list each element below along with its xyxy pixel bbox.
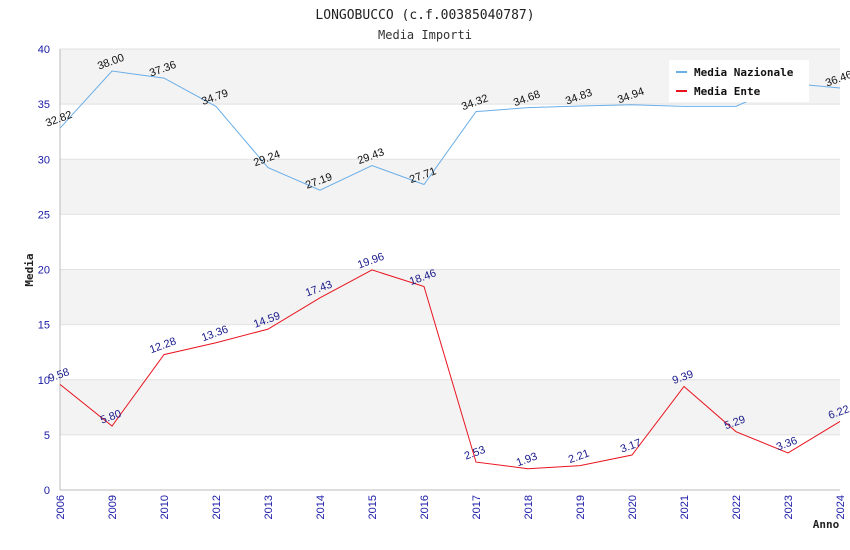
x-tick-label: 2013 xyxy=(263,495,275,519)
y-tick-label: 35 xyxy=(38,99,50,111)
grid-band xyxy=(60,379,840,435)
x-tick-label: 2020 xyxy=(627,495,639,519)
x-axis-label: Anno xyxy=(813,518,840,531)
y-tick-label: 5 xyxy=(44,430,50,442)
x-tick-label: 2012 xyxy=(211,495,223,519)
y-tick-label: 40 xyxy=(38,44,50,56)
y-tick-label: 15 xyxy=(38,320,50,332)
grid-bands xyxy=(60,48,840,491)
grid-band xyxy=(60,434,840,490)
legend-entry: Media Ente xyxy=(694,85,761,98)
x-tick-label: 2017 xyxy=(471,495,483,519)
x-tick-label: 2006 xyxy=(55,495,67,519)
grid-band xyxy=(60,324,840,380)
y-tick-label: 10 xyxy=(38,375,50,387)
chart-title: LONGOBUCCO (c.f.00385040787) xyxy=(315,8,534,23)
series-line-media-ente xyxy=(59,269,841,470)
series-line-media-nazionale xyxy=(59,70,841,191)
x-tick-label: 2024 xyxy=(835,495,847,519)
y-tick-label: 25 xyxy=(38,209,50,221)
grid-band xyxy=(60,104,840,160)
x-tick-label: 2022 xyxy=(731,495,743,519)
x-tick-label: 2021 xyxy=(679,495,691,519)
x-axis-ticks: 2006 2009 2010 2012 2013 2014 2015 2016 2017 2018… xyxy=(55,495,847,519)
y-axis-label: Media xyxy=(23,253,36,286)
y-axis-ticks: 0 5 10 15 20 25 30 35 40 xyxy=(38,44,50,497)
x-tick-label: 2010 xyxy=(159,495,171,519)
x-tick-label: 2018 xyxy=(523,495,535,519)
grid-band xyxy=(60,214,840,270)
chart-subtitle: Media Importi xyxy=(378,28,472,42)
legend-box xyxy=(669,60,809,102)
grid-band xyxy=(60,159,840,215)
grid-band xyxy=(60,269,840,325)
x-tick-label: 2015 xyxy=(367,495,379,519)
legend-entry: Media Nazionale xyxy=(694,66,794,79)
x-tick-label: 2016 xyxy=(419,495,431,519)
x-tick-label: 2014 xyxy=(315,495,327,519)
y-tick-label: 0 xyxy=(44,485,50,497)
series-lines xyxy=(59,70,841,470)
x-tick-label: 2019 xyxy=(575,495,587,519)
x-tick-label: 2023 xyxy=(783,495,795,519)
x-tick-label: 2009 xyxy=(107,495,119,519)
legend: Media Nazionale Media Ente xyxy=(669,60,809,102)
y-tick-label: 20 xyxy=(38,265,50,277)
y-tick-label: 30 xyxy=(38,154,50,166)
axes xyxy=(59,49,840,491)
